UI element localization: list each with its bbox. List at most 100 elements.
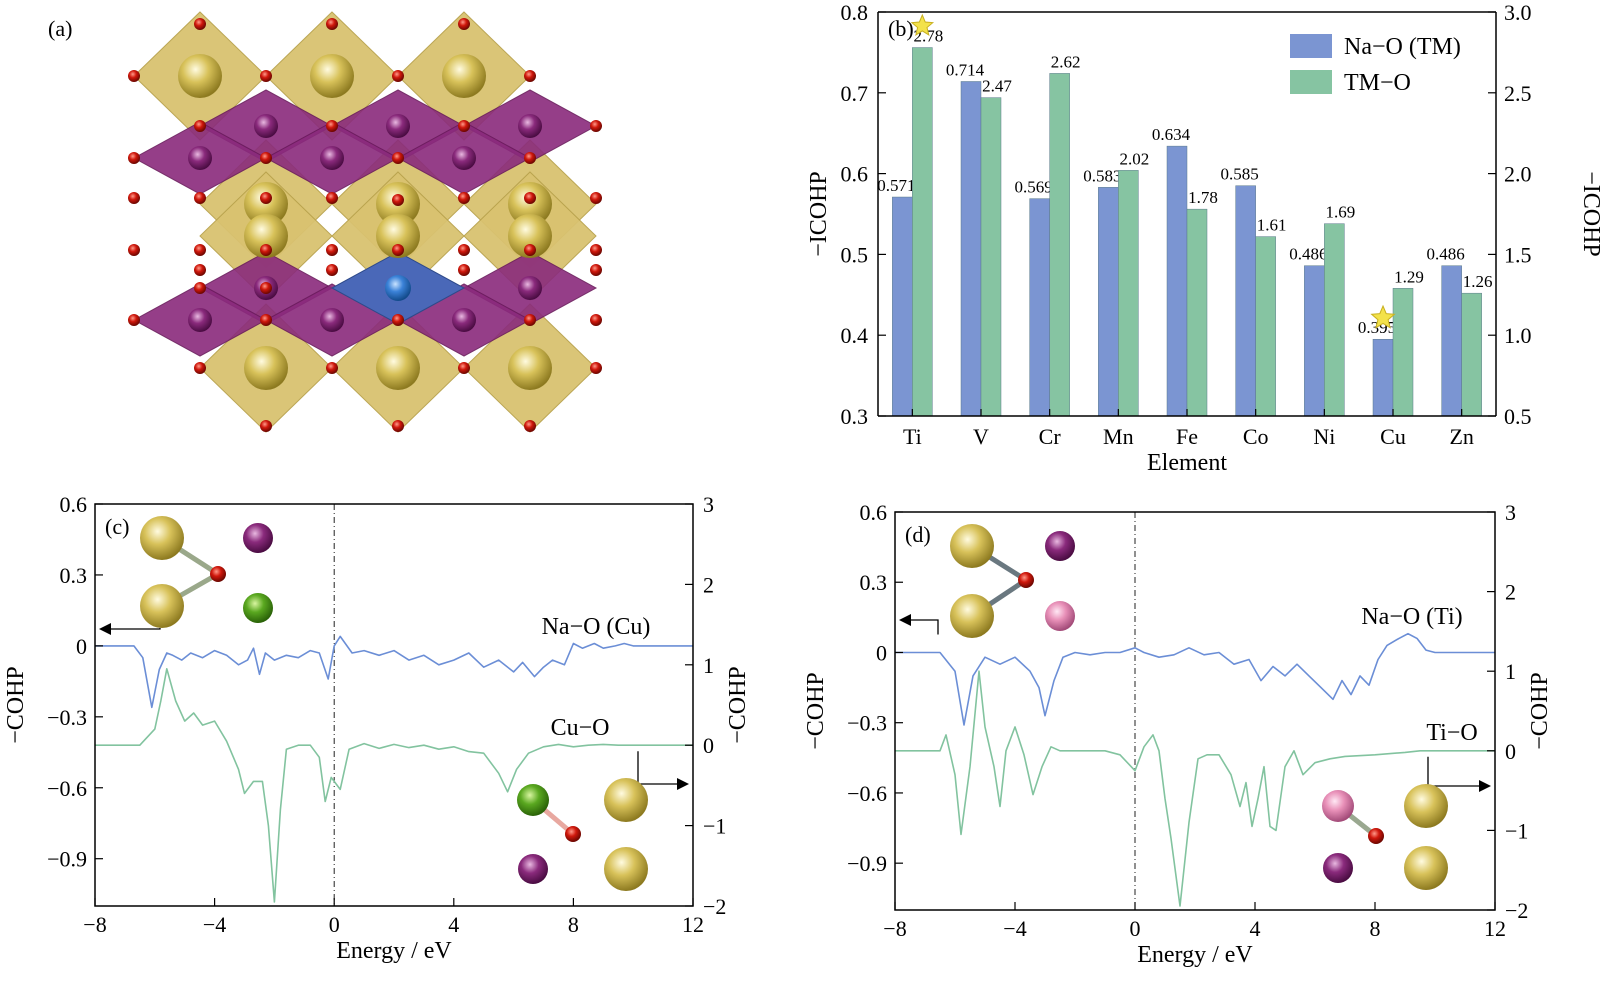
ytick-right-label-0: −2 [703,894,726,919]
tm-atom-1 [386,114,410,138]
xtick-label-1: −4 [1003,916,1026,941]
left-axis-arrow [903,619,939,635]
ytick-right-label-2: 0 [1505,739,1516,764]
ytick-left-label-3: 0.6 [841,162,869,187]
xtick-label-5: 12 [1484,916,1506,941]
oxygen-atom-20 [260,244,272,256]
oxygen-atom-7 [194,120,206,132]
xtick-label-cr: Cr [1039,424,1062,449]
tm-atom-3 [188,146,212,170]
inset-na-atom-2 [950,594,994,638]
x-axis-title: Energy / eV [336,938,452,964]
plot-frame [894,511,1496,911]
data-label-na-o-zn: 0.486 [1427,245,1465,264]
xtick-label-2: 0 [329,912,340,937]
data-label-na-o-ti: 0.571 [877,176,915,195]
oxygen-atom-30 [260,314,272,326]
na-atom-10 [376,346,420,390]
panel-b-bar-chart: 0.5710.7140.5690.5830.6340.5850.4860.395… [806,0,1600,476]
oxygen-atom-46 [260,192,272,204]
ytick-right-label-3: 1 [703,653,714,678]
ytick-right-label-2: 0 [703,733,714,758]
tm-atom-4 [320,146,344,170]
oxygen-atom-5 [392,70,404,82]
right-arrowhead-icon [677,778,689,790]
inset-oxygen-atom-2 [1368,828,1384,844]
xtick-label-2: 0 [1130,916,1141,941]
left-arrowhead-icon [99,623,111,635]
oxygen-atom-26 [194,264,206,276]
ytick-left-label-4: 0.3 [60,563,88,588]
x-axis-title: Element [1147,450,1227,476]
data-label-tm-o-cu: 1.29 [1394,267,1424,286]
oxygen-atom-34 [194,282,206,294]
inset-tm-atom-1 [1045,531,1075,561]
data-label-tm-o-fe: 1.78 [1188,188,1218,207]
inset-na-atom-3 [604,778,648,822]
annotation-tm-o: Ti−O [1426,720,1477,746]
legend-swatch-0 [1290,34,1332,58]
xtick-label-1: −4 [203,912,226,937]
y-axis-right-title: −COHP [725,666,751,744]
ytick-left-label-3: 0 [76,634,87,659]
ytick-left-label-0: 0.3 [841,404,869,429]
inset-na-atom-2 [140,584,184,628]
na-atom-11 [508,346,552,390]
series-line-1 [95,668,693,903]
oxygen-atom-16 [590,192,602,204]
ytick-right-label-1: −1 [703,814,726,839]
bar-na-o-v [960,81,982,417]
inset-tm-atom-2 [1323,853,1353,883]
oxygen-atom-6 [524,70,536,82]
na-atom-6 [244,214,288,258]
oxygen-atom-41 [260,420,272,432]
oxygen-atom-38 [326,362,338,374]
bar-na-o-fe [1166,145,1188,417]
bar-tm-o-cu [1392,288,1414,417]
inset-dopant-atom-2 [517,784,549,816]
inset-dopant-atom-1 [243,593,273,623]
data-label-na-o-fe: 0.634 [1152,125,1191,144]
oxygen-atom-9 [458,120,470,132]
oxygen-atom-33 [590,264,602,276]
oxygen-atom-31 [392,314,404,326]
oxygen-atom-37 [194,362,206,374]
panel-label: (d) [905,522,931,547]
na-atom-1 [310,54,354,98]
panel-c-cohp-chart: −8 −4 0 4 8 12−0.9−0.6−0.300.30.6−2−10123Ener… [3,492,751,964]
legend-swatch-1 [1290,70,1332,94]
data-label-tm-o-mn: 2.02 [1119,149,1149,168]
xtick-label-3: 4 [1250,916,1261,941]
na-atom-2 [442,54,486,98]
inset-tm-atom-1 [243,523,273,553]
ytick-right-label-0: 0.5 [1504,404,1532,429]
oxygen-atom-44 [392,194,404,206]
xtick-label-ni: Ni [1313,424,1335,449]
na-atom-8 [508,214,552,258]
bar-na-o-zn [1441,265,1462,417]
ytick-right-label-1: 1.0 [1504,323,1532,348]
inset-na-atom-1 [950,524,994,568]
ytick-right-label-4: 2 [703,572,714,597]
oxygen-atom-35 [260,282,272,294]
y-axis-right-title: −COHP [1527,672,1553,750]
na-atom-0 [178,54,222,98]
ytick-left-label-1: −0.6 [47,776,87,801]
y-axis-left-title: −COHP [803,672,829,750]
oxygen-atom-29 [128,314,140,326]
oxygen-atom-42 [392,420,404,432]
xtick-label-mn: Mn [1103,424,1134,449]
tm-atom-7 [518,276,542,300]
oxygen-atom-8 [326,120,338,132]
right-arrowhead-icon [1479,780,1491,792]
legend-label-1: TM−O [1344,70,1411,96]
oxygen-atom-39 [458,362,470,374]
oxygen-atom-23 [458,244,470,256]
oxygen-atom-43 [524,420,536,432]
series-line-0 [95,635,693,709]
xtick-label-4: 8 [568,912,579,937]
xtick-label-ti: Ti [903,424,922,449]
bar-na-o-cr [1029,198,1050,417]
inset-oxygen-atom-2 [565,826,581,842]
